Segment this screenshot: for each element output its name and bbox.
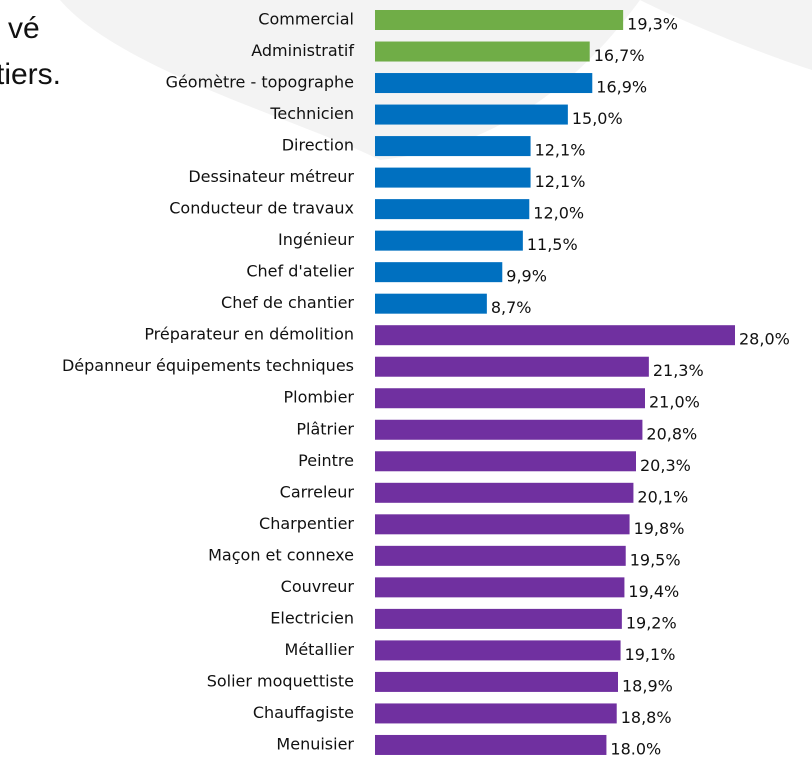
value-label: 18.0%: [610, 739, 661, 758]
value-label: 20,1%: [637, 487, 688, 506]
category-label: Administratif: [251, 41, 354, 60]
value-label: 16,9%: [596, 78, 647, 97]
bar: [375, 514, 630, 535]
category-label: Conducteur de travaux: [169, 199, 354, 218]
category-label: Préparateur en démolition: [144, 325, 354, 344]
bar: [375, 167, 531, 188]
category-label: Menuisier: [276, 734, 354, 753]
value-label: 9,9%: [506, 267, 547, 286]
category-label: Carreleur: [280, 482, 355, 501]
value-label: 19,1%: [625, 645, 676, 664]
category-label: Plâtrier: [296, 419, 354, 438]
bar: [375, 199, 530, 220]
bar: [375, 41, 590, 62]
category-label: Direction: [282, 136, 354, 155]
bar: [375, 388, 645, 409]
bar: [375, 545, 626, 566]
value-label: 11,5%: [527, 235, 578, 254]
category-label: Peintre: [298, 451, 354, 470]
category-label: Solier moquettiste: [207, 671, 354, 690]
bar: [375, 230, 523, 251]
value-label: 18,8%: [621, 708, 672, 727]
value-label: 19,5%: [630, 550, 681, 569]
value-label: 21,3%: [653, 361, 704, 380]
value-label: 19,8%: [634, 519, 685, 538]
bar: [375, 262, 503, 283]
bar: [375, 577, 625, 598]
bar: [375, 104, 568, 125]
value-label: 18,9%: [622, 676, 673, 695]
category-label: Dépanneur équipements techniques: [62, 356, 354, 375]
value-label: 19,4%: [628, 582, 679, 601]
category-label: Ingénieur: [278, 230, 354, 249]
value-label: 8,7%: [491, 298, 532, 317]
value-label: 12,1%: [535, 141, 586, 160]
background-shape: [640, 0, 812, 70]
bar: [375, 10, 624, 30]
value-label: 19,3%: [627, 15, 678, 34]
value-label: 21,0%: [649, 393, 700, 412]
bar: [375, 73, 593, 94]
bar: [375, 482, 634, 503]
category-label: Chauffagiste: [253, 703, 354, 722]
bar: [375, 419, 643, 440]
category-label: Dessinateur métreur: [188, 167, 354, 186]
category-label: Géomètre - topographe: [166, 73, 354, 92]
category-label: Chef d'atelier: [246, 262, 354, 281]
background-shape: [60, 0, 380, 160]
category-label: Electricien: [270, 608, 354, 627]
value-label: 16,7%: [594, 46, 645, 65]
category-label: Métallier: [285, 640, 355, 659]
value-label: 20,8%: [646, 424, 697, 443]
value-label: 12,0%: [533, 204, 584, 223]
bar: [375, 703, 617, 724]
bar: [375, 640, 621, 661]
bar: [375, 608, 622, 629]
bar: [375, 671, 618, 692]
value-label: 12,1%: [535, 172, 586, 191]
category-label: Maçon et connexe: [208, 545, 354, 564]
annotation: vé: [8, 12, 40, 45]
category-label: Couvreur: [281, 577, 355, 596]
category-label: Technicien: [269, 104, 354, 123]
category-label: Commercial: [258, 10, 354, 29]
annotation: tiers.: [0, 58, 61, 91]
bar: [375, 734, 607, 755]
bar: [375, 356, 649, 377]
category-label: Chef de chantier: [221, 293, 354, 312]
bar: [375, 136, 531, 157]
value-label: 15,0%: [572, 109, 623, 128]
value-label: 19,2%: [626, 613, 677, 632]
bar: [375, 451, 636, 472]
bar: [375, 293, 487, 314]
value-label: 20,3%: [640, 456, 691, 475]
category-label: Charpentier: [259, 514, 354, 533]
value-label: 28,0%: [739, 330, 790, 349]
category-label: Plombier: [284, 388, 355, 407]
bar: [375, 325, 735, 346]
